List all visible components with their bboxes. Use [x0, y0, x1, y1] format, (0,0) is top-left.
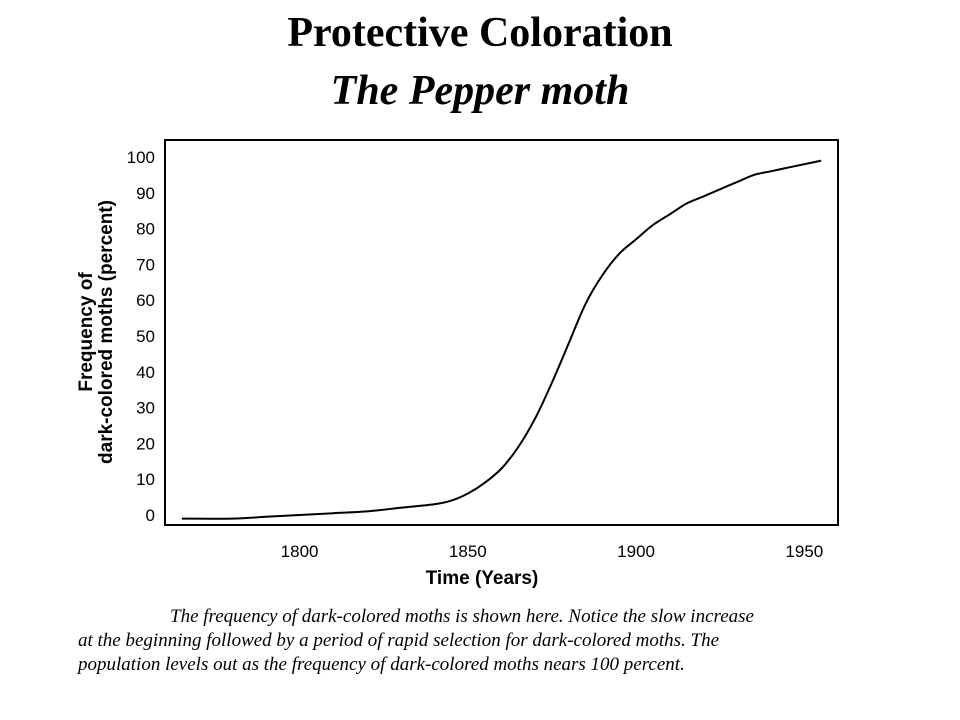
y-tick-label: 90	[136, 184, 155, 203]
x-tick-label: 1950	[785, 542, 823, 561]
series-line	[181, 159, 822, 520]
y-tick-label: 30	[136, 399, 155, 418]
y-axis-title-line-2: dark-colored moths (percent)	[96, 200, 117, 464]
y-tick-label: 0	[146, 506, 155, 525]
y-tick-label: 70	[136, 255, 155, 274]
y-axis-title-line-1: Frequency of	[76, 272, 97, 392]
y-tick-label: 20	[136, 434, 155, 453]
caption-line: population levels out as the frequency o…	[78, 654, 685, 675]
y-tick-label: 50	[136, 327, 155, 346]
x-tick-label: 1800	[281, 542, 319, 561]
y-tick-label: 40	[136, 363, 155, 382]
x-tick-label: 1900	[617, 542, 655, 561]
plot-frame	[164, 139, 839, 526]
y-tick-label: 80	[136, 220, 155, 239]
x-axis-title: Time (Years)	[426, 568, 539, 589]
y-tick-label: 60	[136, 291, 155, 310]
x-tick-label: 1850	[449, 542, 487, 561]
caption-line: at the beginning followed by a period of…	[78, 630, 719, 651]
slide-title: Protective Coloration	[287, 10, 673, 56]
y-tick-label: 10	[136, 470, 155, 489]
slide-subtitle: The Pepper moth	[330, 68, 630, 114]
caption-line: The frequency of dark-colored moths is s…	[170, 606, 754, 627]
figure-caption: The frequency of dark-colored moths is s…	[78, 605, 878, 677]
y-tick-label: 100	[127, 148, 155, 167]
